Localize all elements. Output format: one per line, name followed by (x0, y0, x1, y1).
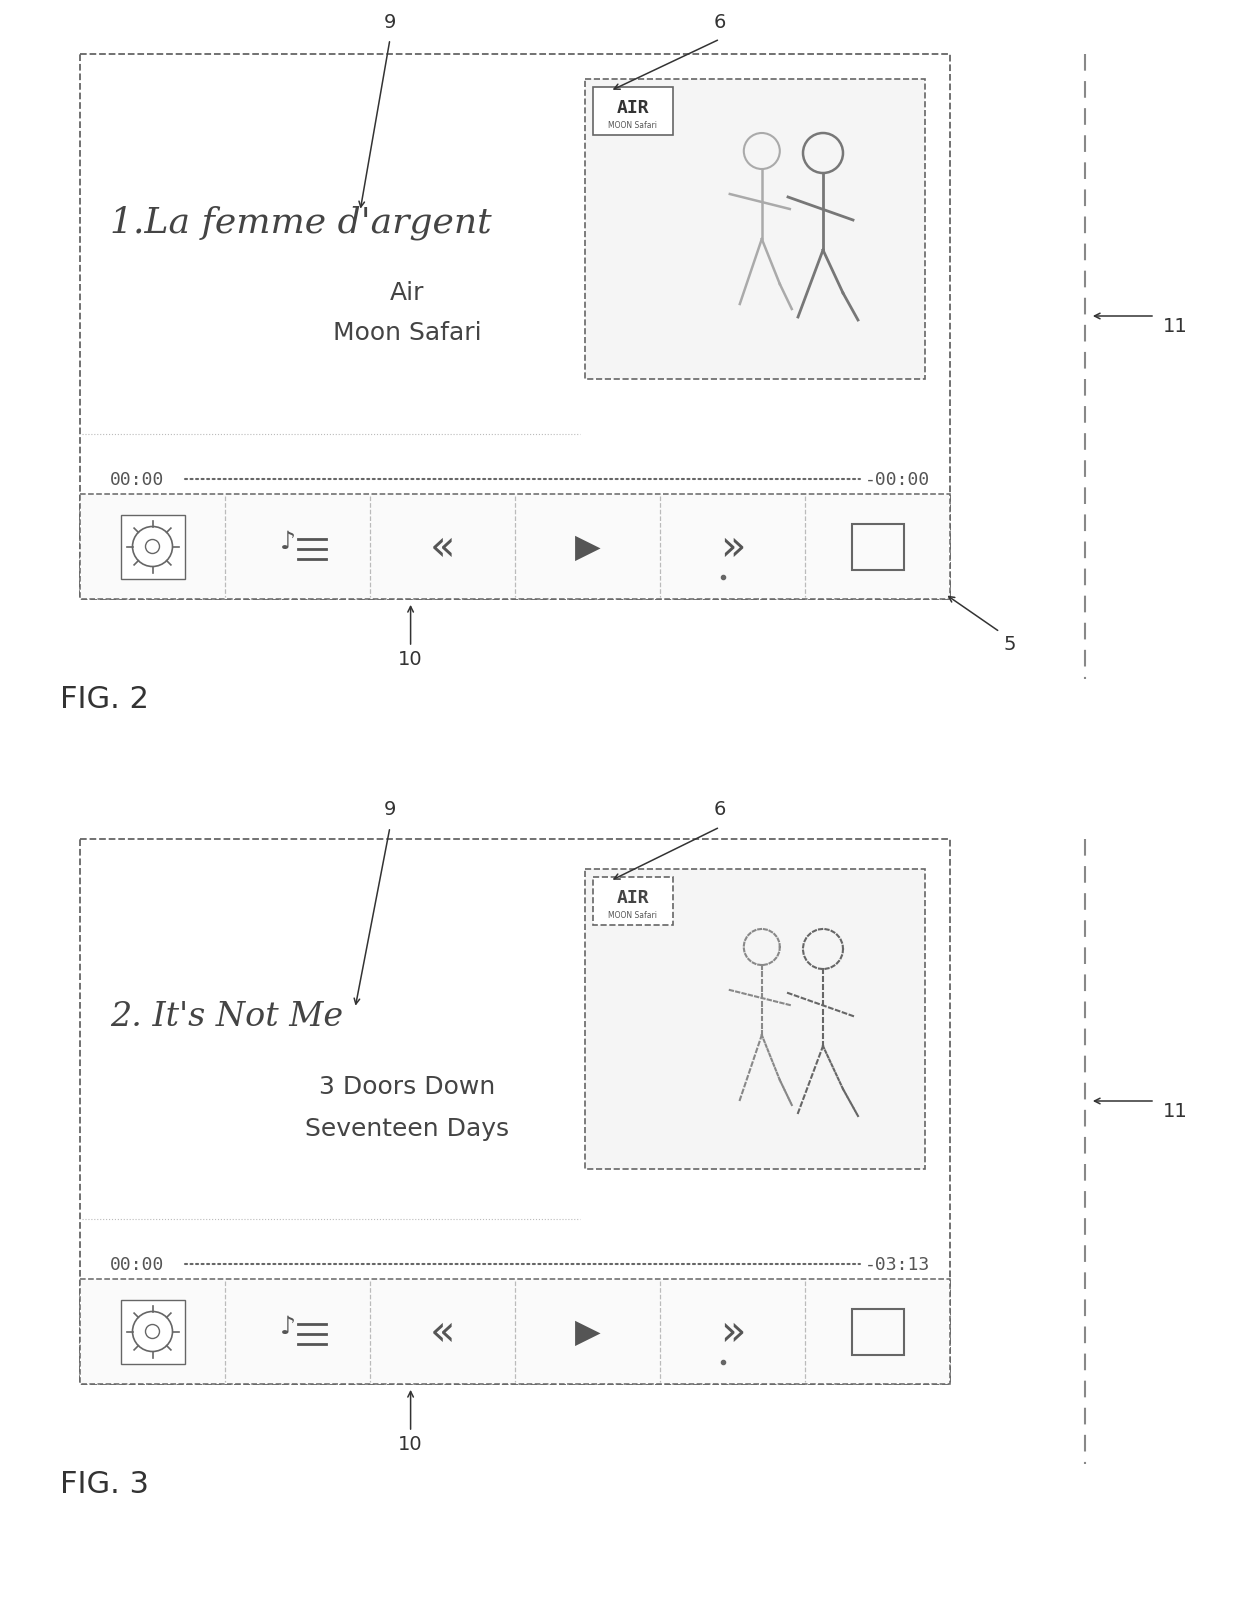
Text: ♪: ♪ (279, 531, 295, 553)
Text: 3 Doors Down: 3 Doors Down (320, 1074, 496, 1099)
Bar (81, 55, 950, 599)
Bar (81, 839, 950, 1384)
Text: 5: 5 (1003, 635, 1017, 654)
Text: 11: 11 (1163, 318, 1188, 336)
Text: »: » (719, 526, 745, 568)
Text: 6: 6 (714, 800, 727, 820)
Bar (852, 524, 904, 570)
Text: AIR: AIR (616, 889, 650, 907)
Text: 2. It's Not Me: 2. It's Not Me (110, 1001, 343, 1032)
Text: 9: 9 (384, 13, 397, 31)
Text: 6: 6 (714, 13, 727, 31)
Bar (593, 88, 673, 136)
Text: 10: 10 (398, 1435, 423, 1454)
Text: »: » (719, 1311, 745, 1352)
Text: FIG. 2: FIG. 2 (60, 685, 149, 714)
Bar (81, 495, 950, 599)
Text: ▶: ▶ (574, 1315, 600, 1349)
Text: AIR: AIR (616, 99, 650, 117)
Text: -03:13: -03:13 (866, 1255, 930, 1272)
Bar (852, 1308, 904, 1355)
Bar (120, 514, 185, 579)
Text: 00:00: 00:00 (110, 471, 165, 489)
Text: Air: Air (391, 281, 425, 305)
Bar (120, 1300, 185, 1363)
Text: Seventeen Days: Seventeen Days (305, 1117, 510, 1141)
Text: «: « (430, 1311, 455, 1352)
Bar (585, 80, 925, 380)
Text: -00:00: -00:00 (866, 471, 930, 489)
Text: «: « (430, 526, 455, 568)
Text: 1.La femme d'argent: 1.La femme d'argent (110, 204, 491, 240)
Text: ♪: ♪ (279, 1315, 295, 1339)
Text: MOON Safari: MOON Safari (609, 911, 657, 919)
Text: Moon Safari: Moon Safari (334, 320, 482, 344)
Text: 9: 9 (384, 800, 397, 820)
Text: ▶: ▶ (574, 531, 600, 563)
Bar (81, 1279, 950, 1384)
Bar (585, 870, 925, 1169)
Bar (593, 878, 673, 925)
Text: MOON Safari: MOON Safari (609, 120, 657, 130)
Text: 11: 11 (1163, 1102, 1188, 1121)
Text: 10: 10 (398, 651, 423, 669)
Text: FIG. 3: FIG. 3 (60, 1469, 149, 1498)
Text: 00:00: 00:00 (110, 1255, 165, 1272)
